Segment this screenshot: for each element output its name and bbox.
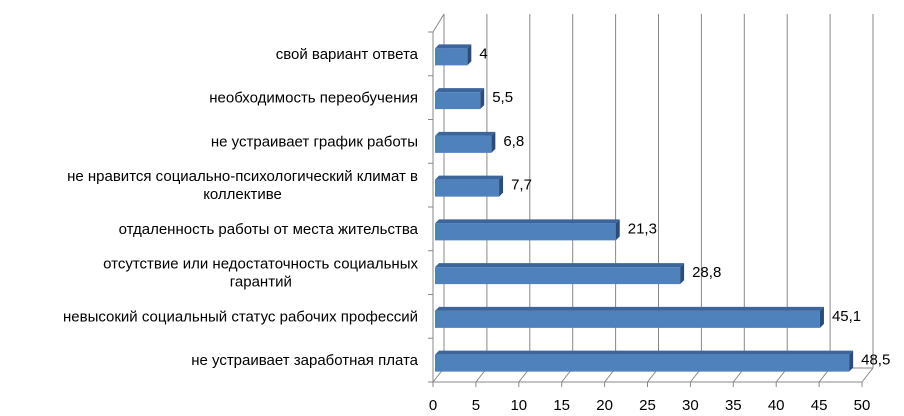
x-tick-label: 30 <box>682 397 699 411</box>
bar <box>435 92 481 110</box>
grid-lines <box>432 14 874 387</box>
left-wall-top-edge <box>432 13 445 33</box>
category-label: необходимость переобучения <box>209 90 418 107</box>
bar <box>435 354 850 372</box>
x-tick-label: 45 <box>811 397 828 411</box>
bar-top-face <box>435 306 824 311</box>
value-label: 5,5 <box>492 89 513 106</box>
value-labels: 4 5,5 6,8 7,7 21,3 28,8 45,1 48,5 <box>479 45 890 368</box>
bar-top-face <box>435 175 504 180</box>
x-tick-label: 15 <box>553 397 570 411</box>
bar-top-face <box>435 219 620 224</box>
bar <box>435 135 492 153</box>
floor-grid-line <box>861 367 874 383</box>
category-label: отдаленность работы от места жительства <box>119 221 419 238</box>
x-tick-label: 20 <box>596 397 613 411</box>
category-label: коллективе <box>203 186 282 203</box>
bar-end-face <box>491 131 496 153</box>
x-tick-label: 50 <box>854 397 871 411</box>
bar-end-face <box>499 175 504 197</box>
bars <box>435 44 854 372</box>
bar <box>435 310 820 328</box>
bar-end-face <box>680 263 685 285</box>
bar <box>435 223 616 241</box>
bar-top-face <box>435 350 854 355</box>
bar <box>435 267 681 285</box>
bar-end-face <box>849 350 854 372</box>
bar-top-face <box>435 131 496 136</box>
bar-top-face <box>435 263 685 268</box>
bar-end-face <box>819 306 824 328</box>
bar-top-face <box>435 88 485 93</box>
x-tick-label: 25 <box>639 397 656 411</box>
x-tick-labels: 0 5 10 15 20 25 30 35 40 45 50 <box>429 397 871 414</box>
bar-end-face <box>615 219 620 241</box>
value-label: 28,8 <box>692 264 721 281</box>
category-labels: свой вариант ответа необходимость переобу… <box>63 46 419 369</box>
category-label: не устраивает заработная плата <box>191 352 418 369</box>
value-label: 4 <box>479 45 487 62</box>
value-label: 21,3 <box>628 220 657 237</box>
bar-end-face <box>480 88 485 110</box>
category-label: свой вариант ответа <box>276 46 419 63</box>
category-label: отсутствие или недостаточность социальны… <box>103 256 418 273</box>
x-tick-label: 10 <box>510 397 527 411</box>
value-label: 7,7 <box>511 177 532 194</box>
x-tick-label: 0 <box>429 397 437 411</box>
category-label: не устраивает график работы <box>211 133 418 150</box>
value-label: 48,5 <box>861 352 890 369</box>
value-label: 6,8 <box>503 133 524 150</box>
category-label: невысокий социальный статус рабочих проф… <box>63 308 418 325</box>
category-label: не нравится социально-психологический кл… <box>67 168 418 185</box>
x-tick-label: 5 <box>472 397 480 411</box>
bar <box>435 179 500 197</box>
bar <box>435 48 468 66</box>
category-label: гарантий <box>230 274 292 291</box>
value-label: 45,1 <box>832 308 861 325</box>
x-tick-label: 40 <box>768 397 785 411</box>
bar-end-face <box>467 44 472 66</box>
bar-top-face <box>435 44 472 49</box>
x-tick-label: 35 <box>725 397 742 411</box>
